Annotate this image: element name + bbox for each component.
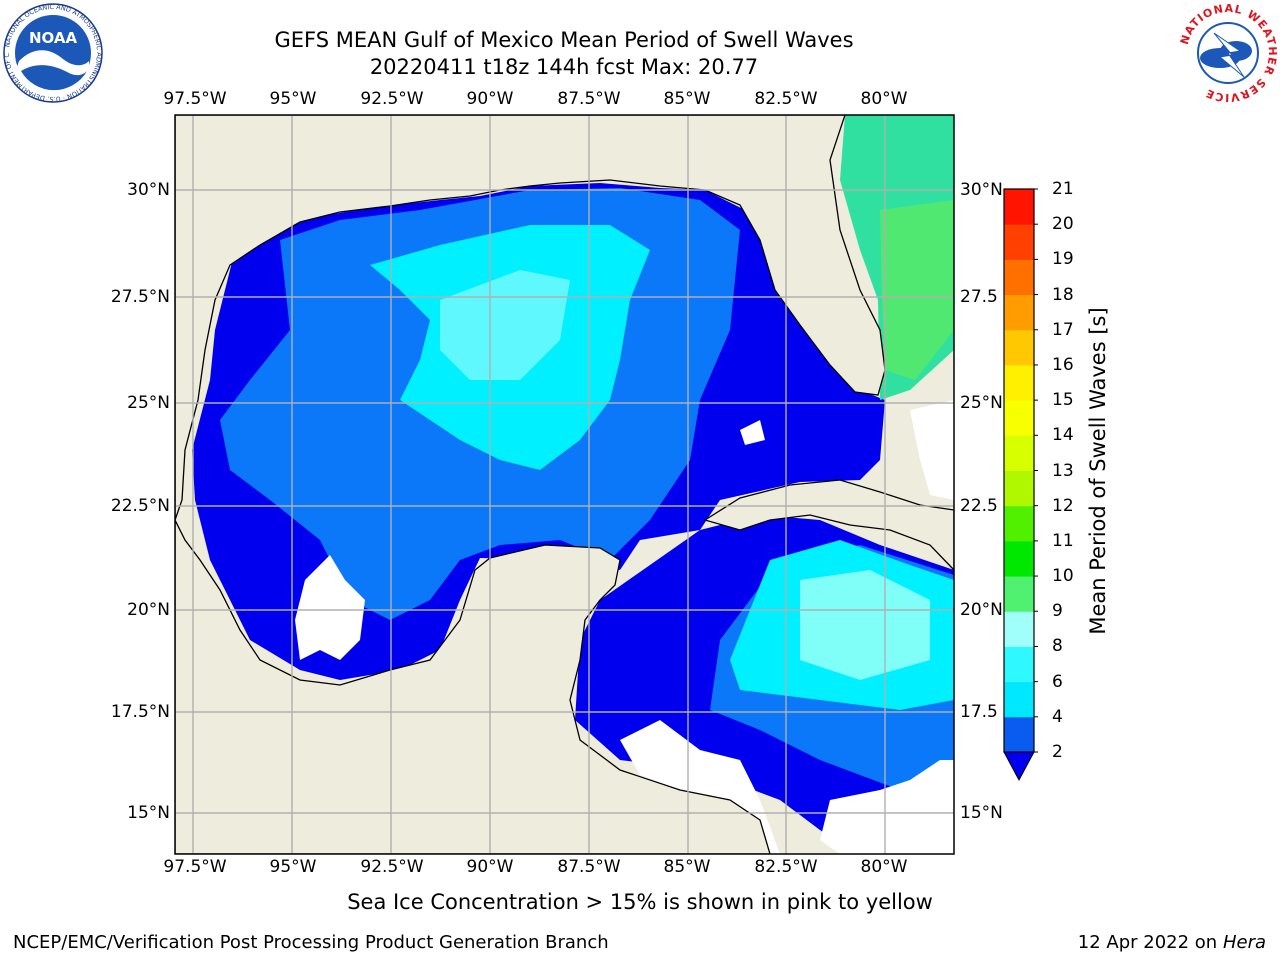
nws-logo: NATIONAL WEATHER SERVICE bbox=[1178, 3, 1278, 103]
colorbar-tick-label: 16 bbox=[1052, 354, 1074, 375]
nodata-patch-3 bbox=[910, 400, 954, 500]
colorbar-tick-label: 9 bbox=[1052, 601, 1063, 622]
colorbar-tick-label: 12 bbox=[1052, 495, 1074, 516]
lon-label-bottom: 95°W bbox=[269, 857, 317, 877]
colorbar-tick-label: 8 bbox=[1052, 636, 1063, 657]
lon-label-bottom: 87.5°W bbox=[557, 857, 621, 877]
lon-label-top: 82.5°W bbox=[754, 89, 818, 109]
lat-label-right: 22.5 bbox=[960, 496, 998, 516]
lat-label-right: 17.5 bbox=[960, 702, 998, 722]
lon-label-top: 95°W bbox=[269, 89, 317, 109]
cuba-land bbox=[703, 479, 954, 571]
footer-date: 12 Apr 2022 on Hera bbox=[1078, 932, 1266, 953]
lon-label-bottom: 85°W bbox=[663, 857, 711, 877]
colorbar-segment bbox=[1004, 189, 1034, 225]
lon-label-top: 85°W bbox=[663, 89, 711, 109]
lon-label-bottom: 80°W bbox=[860, 857, 908, 877]
nodata-patch-5 bbox=[820, 760, 954, 854]
footer-host: Hera bbox=[1222, 932, 1266, 953]
map-subtitle: 20220411 t18z 144h fcst Max: 20.77 bbox=[369, 55, 759, 79]
us-gulf-coast-land bbox=[175, 115, 886, 521]
colorbar-tick-label: 13 bbox=[1052, 460, 1074, 481]
colorbar-segment bbox=[1004, 435, 1034, 471]
lat-label-left: 22.5°N bbox=[110, 496, 170, 516]
colorbar-segment bbox=[1004, 470, 1034, 507]
lon-label-top: 97.5°W bbox=[163, 89, 227, 109]
colorbar-segment bbox=[1004, 611, 1034, 647]
colorbar-segment bbox=[1004, 716, 1034, 753]
noaa-logo-text: NOAA bbox=[29, 29, 78, 47]
noaa-logo: NATIONAL OCEANIC AND ATMOSPHERIC ADMINIS… bbox=[3, 3, 103, 103]
footer-branch: NCEP/EMC/Verification Post Processing Pr… bbox=[13, 932, 609, 953]
lat-label-left: 30°N bbox=[127, 180, 170, 200]
colorbar-tick-label: 18 bbox=[1052, 284, 1074, 305]
graticule bbox=[175, 115, 954, 854]
lon-label-bottom: 90°W bbox=[466, 857, 514, 877]
colorbar-tick-label: 2 bbox=[1052, 742, 1063, 762]
lon-label-bottom: 97.5°W bbox=[163, 857, 227, 877]
colorbar-segment bbox=[1004, 681, 1034, 718]
sea-ice-note: Sea Ice Concentration > 15% is shown in … bbox=[347, 890, 933, 914]
map-title: GEFS MEAN Gulf of Mexico Mean Period of … bbox=[274, 28, 854, 52]
lat-label-right: 15°N bbox=[960, 803, 1003, 823]
nodata-patch-2 bbox=[740, 420, 765, 445]
caribbean-light-cyan bbox=[800, 570, 930, 680]
colorbar-tick-label: 19 bbox=[1052, 249, 1074, 270]
lon-label-top: 92.5°W bbox=[360, 89, 424, 109]
colorbar-segment bbox=[1004, 400, 1034, 436]
colorbar-segment bbox=[1004, 329, 1034, 366]
lat-label-right: 25°N bbox=[960, 393, 1003, 413]
colorbar-tick-label: 21 bbox=[1052, 179, 1074, 199]
lat-label-left: 27.5°N bbox=[110, 287, 170, 307]
colorbar-label: Mean Period of Swell Waves [s] bbox=[1086, 307, 1110, 635]
colorbar-segment bbox=[1004, 294, 1034, 331]
colorbar-segment bbox=[1004, 224, 1034, 260]
colorbar-tick-label: 20 bbox=[1052, 214, 1074, 235]
lat-label-right: 27.5 bbox=[960, 287, 998, 307]
lat-label-right: 30°N bbox=[960, 180, 1003, 200]
colorbar-tick-label: 14 bbox=[1052, 425, 1074, 446]
lat-label-left: 15°N bbox=[127, 803, 170, 823]
colorbar-segment bbox=[1004, 364, 1034, 401]
colorbar-tick-label: 11 bbox=[1052, 530, 1074, 551]
map-frame bbox=[174, 114, 955, 855]
colorbar-tick-label: 10 bbox=[1052, 566, 1074, 587]
colorbar-tick-label: 6 bbox=[1052, 671, 1063, 692]
colorbar-segment bbox=[1004, 646, 1034, 683]
lon-label-top: 87.5°W bbox=[557, 89, 621, 109]
atlantic-green bbox=[880, 200, 954, 380]
footer-date-text: 12 Apr 2022 on bbox=[1077, 932, 1223, 953]
colorbar-tick-label: 17 bbox=[1052, 319, 1074, 340]
lat-label-left: 20°N bbox=[127, 600, 170, 620]
mexico-land bbox=[175, 519, 771, 854]
colorbar-tick-label: 15 bbox=[1052, 390, 1074, 411]
colorbar-segment bbox=[1004, 259, 1034, 296]
colorbar-tick-label: 4 bbox=[1052, 706, 1063, 727]
lon-label-bottom: 92.5°W bbox=[360, 857, 424, 877]
colorbar bbox=[1003, 188, 1038, 782]
colorbar-segment bbox=[1004, 540, 1034, 577]
colorbar-segment bbox=[1004, 505, 1034, 542]
lon-label-top: 80°W bbox=[860, 89, 908, 109]
lat-label-left: 25°N bbox=[127, 393, 170, 413]
lon-label-bottom: 82.5°W bbox=[754, 857, 818, 877]
lat-label-left: 17.5°N bbox=[110, 702, 170, 722]
colorbar-segment bbox=[1004, 576, 1034, 612]
nodata-patch-1 bbox=[295, 555, 365, 660]
lat-label-right: 20°N bbox=[960, 600, 1003, 620]
lon-label-top: 90°W bbox=[466, 89, 514, 109]
colorbar-extend-triangle bbox=[1003, 751, 1035, 782]
